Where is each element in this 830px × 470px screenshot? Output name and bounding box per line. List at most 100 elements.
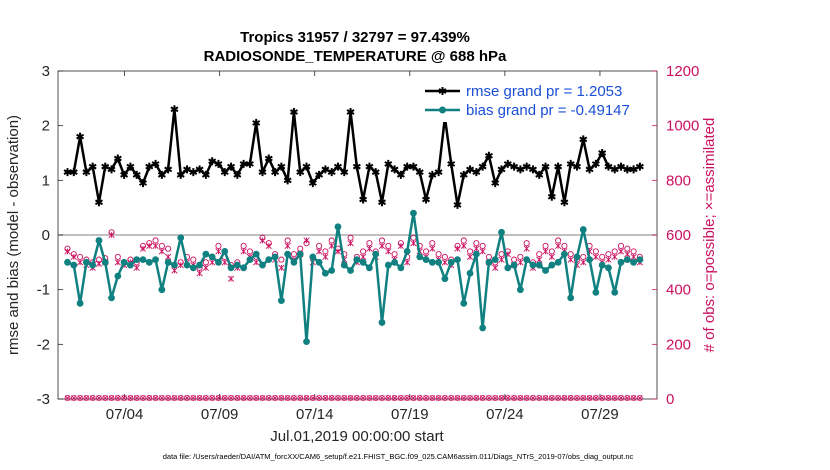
obs-bottom-assimilated-point	[473, 395, 480, 401]
rmse-point	[378, 198, 386, 207]
rmse-point	[101, 162, 110, 171]
bias-point	[290, 258, 298, 266]
obs-assimilated-point	[253, 259, 260, 266]
rmse-point	[283, 176, 292, 185]
obs-possible-point	[278, 256, 285, 263]
obs-possible-point	[479, 242, 486, 249]
obs-bottom-assimilated-point	[410, 395, 417, 401]
obs-bottom-possible-point	[360, 395, 366, 401]
rmse-point	[151, 159, 160, 168]
rmse-point	[365, 162, 374, 171]
bias-point	[328, 267, 336, 274]
obs-possible-point	[77, 253, 84, 260]
rmse-point	[522, 162, 531, 171]
rmse-point	[598, 149, 607, 157]
obs-assimilated-point	[284, 242, 291, 250]
bias-point	[284, 250, 292, 258]
rmse-point	[516, 165, 525, 174]
bias-point	[416, 253, 424, 261]
bias-point	[321, 269, 329, 277]
obs-possible-point	[523, 240, 530, 247]
obs-bottom-possible-point	[416, 395, 423, 401]
bias-point	[76, 299, 84, 307]
bias-point	[535, 261, 543, 269]
rmse-point	[535, 170, 544, 179]
obs-assimilated-point	[315, 248, 323, 255]
obs-bottom-possible-point	[536, 395, 543, 401]
obs-assimilated-point	[215, 248, 222, 255]
obs-possible-point	[328, 237, 335, 244]
bias-point	[227, 264, 235, 272]
bias-point	[152, 256, 159, 263]
obs-assimilated-point	[152, 242, 159, 250]
rmse-point	[396, 170, 405, 179]
obs-possible-point	[517, 253, 524, 260]
obs-bottom-assimilated-point	[492, 395, 498, 401]
bias-point	[145, 258, 153, 266]
obs-bottom-assimilated-point	[612, 395, 618, 401]
bias-point	[410, 209, 417, 217]
obs-possible-point	[467, 248, 474, 255]
bias-point	[391, 258, 398, 266]
obs-assimilated-point	[177, 261, 184, 269]
obs-assimilated-point	[580, 259, 587, 266]
obs-bottom-assimilated-point	[152, 395, 159, 401]
bias-point	[127, 261, 134, 269]
y-left-tick-label: 1	[42, 172, 50, 189]
obs-bottom-possible-point	[259, 395, 266, 401]
obs-bottom-assimilated-point	[121, 395, 127, 401]
y-left-tick-label: -1	[37, 282, 50, 299]
rmse-point	[321, 165, 330, 174]
obs-assimilated-point	[605, 256, 612, 263]
obs-bottom-assimilated-point	[328, 395, 335, 401]
rmse-point	[352, 162, 361, 171]
obs-possible-point	[240, 242, 247, 249]
obs-bottom-possible-point	[593, 395, 599, 401]
obs-bottom-assimilated-point	[442, 395, 448, 401]
obs-possible-point	[360, 248, 367, 255]
bias-point	[403, 248, 411, 255]
obs-possible-point	[284, 237, 291, 244]
obs-possible-point	[246, 248, 253, 255]
obs-bottom-possible-point	[335, 395, 341, 401]
obs-assimilated-point	[171, 267, 178, 274]
rmse-point	[94, 198, 103, 207]
obs-bottom-possible-point	[467, 395, 473, 401]
obs-bottom-assimilated-point	[322, 395, 329, 401]
bias-point	[441, 275, 449, 283]
obs-bottom-possible-point	[215, 395, 222, 401]
obs-possible-point	[114, 253, 121, 260]
bias-point	[372, 250, 380, 258]
obs-possible-point	[592, 248, 599, 255]
obs-bottom-assimilated-point	[523, 395, 530, 401]
obs-bottom-assimilated-point	[555, 395, 561, 401]
obs-bottom-assimilated-point	[448, 395, 454, 401]
bias-point	[208, 253, 216, 261]
rmse-point	[459, 170, 468, 179]
bias-point	[567, 294, 575, 302]
bias-point	[498, 228, 505, 236]
obs-bottom-possible-point	[353, 395, 360, 401]
x-tick-label: 07/29	[581, 406, 619, 423]
chart-title-line2: RADIOSONDE_TEMPERATURE @ 688 hPa	[204, 48, 507, 65]
obs-bottom-possible-point	[297, 395, 304, 401]
obs-bottom-assimilated-point	[159, 395, 165, 401]
rmse-point	[422, 195, 431, 204]
rmse-point	[258, 168, 267, 177]
y-left-tick-label: 2	[42, 118, 50, 135]
obs-bottom-possible-point	[272, 395, 278, 401]
obs-bottom-possible-point	[567, 395, 574, 401]
rmse-point	[63, 168, 72, 177]
obs-bottom-possible-point	[89, 395, 96, 401]
rmse-point	[308, 179, 317, 188]
obs-possible-point	[429, 240, 436, 247]
legend-rmse-label: rmse grand pr = 1.2053	[466, 83, 622, 100]
obs-bottom-possible-point	[448, 395, 455, 401]
obs-bottom-assimilated-point	[435, 395, 442, 401]
bias-point	[454, 256, 461, 263]
bias-point	[630, 258, 637, 266]
obs-assimilated-point	[334, 248, 342, 255]
bias-point	[183, 261, 191, 269]
obs-possible-point	[617, 242, 625, 249]
